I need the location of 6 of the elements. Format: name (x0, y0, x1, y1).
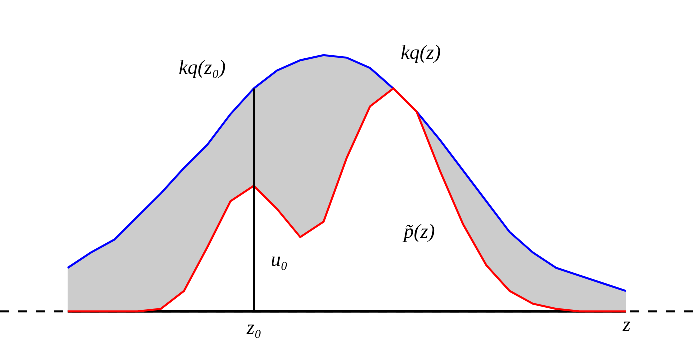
annotation: p̃(z) (402, 221, 436, 243)
text: z (622, 314, 631, 336)
text: z₀ (246, 317, 262, 339)
annotation: kq(z₀) (179, 57, 226, 79)
annotation: u₀ (271, 249, 288, 271)
annotation: kq(z) (401, 42, 442, 64)
